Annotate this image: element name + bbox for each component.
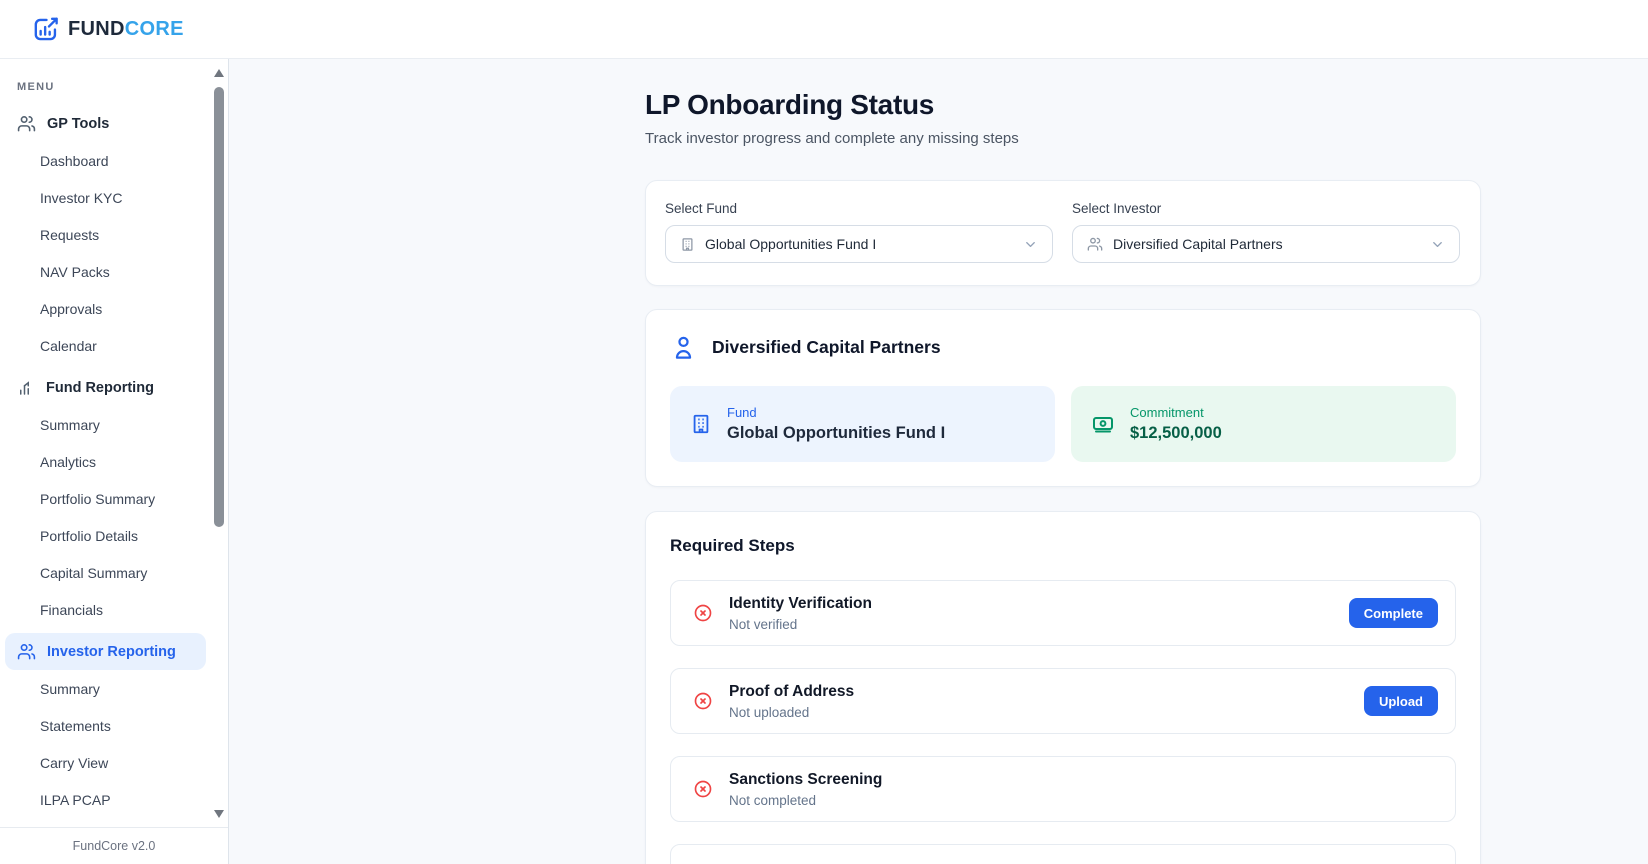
sidebar-item-dashboard[interactable]: Dashboard: [5, 142, 206, 179]
sidebar-item-summary[interactable]: Summary: [5, 670, 206, 707]
select-investor-field: Select Investor Diversified Capital Part…: [1072, 201, 1460, 263]
page-subtitle: Track investor progress and complete any…: [645, 130, 1019, 147]
upload-button[interactable]: Upload: [1363, 686, 1438, 716]
sidebar-item-ilpa-pcap[interactable]: ILPA PCAP: [5, 781, 206, 818]
users-icon: [17, 642, 36, 661]
sidebar-item-investor-kyc[interactable]: Investor KYC: [5, 179, 206, 216]
chevron-down-icon: [1430, 237, 1445, 252]
step-row-identity-verification: Identity Verification Not verified Complet…: [670, 580, 1456, 646]
sidebar-item-gp-tools[interactable]: GP Tools: [5, 105, 206, 142]
x-circle-icon: [693, 691, 713, 711]
step-row-sanctions-screening: Sanctions Screening Not completed: [670, 756, 1456, 822]
sidebar-item-label: Fund Reporting: [46, 379, 154, 396]
sidebar-nav: MENU GP Tools Dashboard Investor KYC Reques…: [0, 59, 211, 818]
select-investor-label: Select Investor: [1072, 201, 1162, 216]
top-bar: FUNDCORE: [0, 0, 1648, 59]
investor-select-value: Diversified Capital Partners: [1113, 236, 1283, 252]
brand-logo[interactable]: FUNDCORE: [33, 16, 184, 43]
scrollbar-up-arrow[interactable]: [214, 69, 224, 77]
sidebar-item-carry-view[interactable]: Carry View: [5, 744, 206, 781]
sidebar-item-capital-summary[interactable]: Capital Summary: [5, 554, 206, 591]
required-steps-title: Required Steps: [670, 536, 795, 555]
select-fund-label: Select Fund: [665, 201, 738, 216]
scrollbar-thumb[interactable]: [214, 87, 224, 527]
fund-value: Global Opportunities Fund I: [727, 424, 946, 442]
main-area: LP Onboarding Status Track investor prog…: [229, 59, 1648, 864]
sidebar-item-portfolio-details[interactable]: Portfolio Details: [5, 517, 206, 554]
step-row-proof-of-address: Proof of Address Not uploaded Upload: [670, 668, 1456, 734]
banknote-icon: [1091, 412, 1115, 436]
scrollbar-down-arrow[interactable]: [214, 810, 224, 818]
sidebar-item-label: Requests: [40, 226, 100, 243]
sidebar-item-label: Summary: [40, 416, 100, 433]
sidebar-item-analytics[interactable]: Analytics: [5, 443, 206, 480]
fund-select[interactable]: Global Opportunities Fund I: [665, 225, 1053, 263]
fund-investor-filter-card: Select Fund Global Opportunities Fund I: [645, 180, 1481, 286]
commitment-value: $12,500,000: [1130, 424, 1222, 442]
step-status: Not completed: [729, 792, 817, 808]
sidebar-item-label: Portfolio Summary: [40, 490, 156, 507]
building-icon: [690, 413, 712, 435]
sidebar-item-financials[interactable]: Financials: [5, 591, 206, 628]
sidebar: MENU GP Tools Dashboard Investor KYC Reques…: [0, 59, 229, 864]
sidebar-item-label: Financials: [40, 601, 104, 618]
step-status: Not uploaded: [729, 704, 810, 720]
sidebar-item-label: Approvals: [40, 300, 103, 317]
app-version: FundCore v2.0: [72, 839, 156, 853]
step-title: Proof of Address: [729, 682, 855, 700]
sidebar-item-label: Capital Summary: [40, 564, 148, 581]
sidebar-item-label: Statements: [40, 717, 111, 734]
bar-chart-icon: [17, 379, 35, 397]
chevron-down-icon: [1023, 237, 1038, 252]
building-icon: [680, 237, 695, 252]
sidebar-item-label: Carry View: [40, 754, 109, 771]
menu-section-label: MENU: [17, 81, 55, 93]
complete-button[interactable]: Complete: [1348, 598, 1438, 628]
sidebar-item-label: NAV Packs: [40, 263, 110, 280]
x-circle-icon: [693, 779, 713, 799]
sidebar-item-label: Portfolio Details: [40, 527, 139, 544]
sidebar-item-statements[interactable]: Statements: [5, 707, 206, 744]
page-title: LP Onboarding Status: [645, 89, 935, 120]
fundcore-logo-icon: [33, 16, 60, 43]
sidebar-item-approvals[interactable]: Approvals: [5, 290, 206, 327]
sidebar-item-label: Summary: [40, 680, 100, 697]
sidebar-scrollbar[interactable]: [211, 61, 227, 824]
sidebar-item-calendar[interactable]: Calendar: [5, 327, 206, 364]
fund-info-box: Fund Global Opportunities Fund I: [670, 386, 1055, 462]
sidebar-footer: FundCore v2.0: [0, 827, 228, 864]
sidebar-item-label: Dashboard: [40, 152, 109, 169]
sidebar-item-requests[interactable]: Requests: [5, 216, 206, 253]
sidebar-item-fund-reporting[interactable]: Fund Reporting: [5, 369, 206, 406]
fund-label: Fund: [727, 405, 757, 420]
sidebar-item-label: Investor KYC: [40, 189, 123, 206]
step-status: Not verified: [729, 616, 798, 632]
x-circle-icon: [693, 603, 713, 623]
sidebar-item-label: Investor Reporting: [47, 643, 176, 660]
select-fund-field: Select Fund Global Opportunities Fund I: [665, 201, 1053, 263]
commitment-label: Commitment: [1130, 405, 1204, 420]
sidebar-item-label: Calendar: [40, 337, 97, 354]
commitment-info-box: Commitment $12,500,000: [1071, 386, 1456, 462]
sidebar-item-investor-reporting[interactable]: Investor Reporting: [5, 633, 206, 670]
step-title: Identity Verification: [729, 594, 872, 612]
investor-select[interactable]: Diversified Capital Partners: [1072, 225, 1460, 263]
required-steps-card: Required Steps Identity Verification Not …: [645, 511, 1481, 864]
step-row-partial: [670, 844, 1456, 864]
person-icon: [670, 334, 697, 361]
users-icon: [17, 114, 36, 133]
sidebar-item-nav-packs[interactable]: NAV Packs: [5, 253, 206, 290]
sidebar-item-portfolio-summary[interactable]: Portfolio Summary: [5, 480, 206, 517]
fund-select-value: Global Opportunities Fund I: [705, 236, 877, 252]
investor-summary-card: Diversified Capital Partners Fund Global…: [645, 309, 1481, 487]
sidebar-item-label: GP Tools: [47, 115, 110, 132]
users-icon: [1087, 236, 1103, 252]
investor-name: Diversified Capital Partners: [712, 337, 941, 357]
step-title: Sanctions Screening: [729, 770, 883, 788]
brand-wordmark: FUNDCORE: [68, 17, 184, 40]
sidebar-item-label: Analytics: [40, 453, 97, 470]
sidebar-item-label: ILPA PCAP: [40, 791, 111, 808]
sidebar-item-summary[interactable]: Summary: [5, 406, 206, 443]
